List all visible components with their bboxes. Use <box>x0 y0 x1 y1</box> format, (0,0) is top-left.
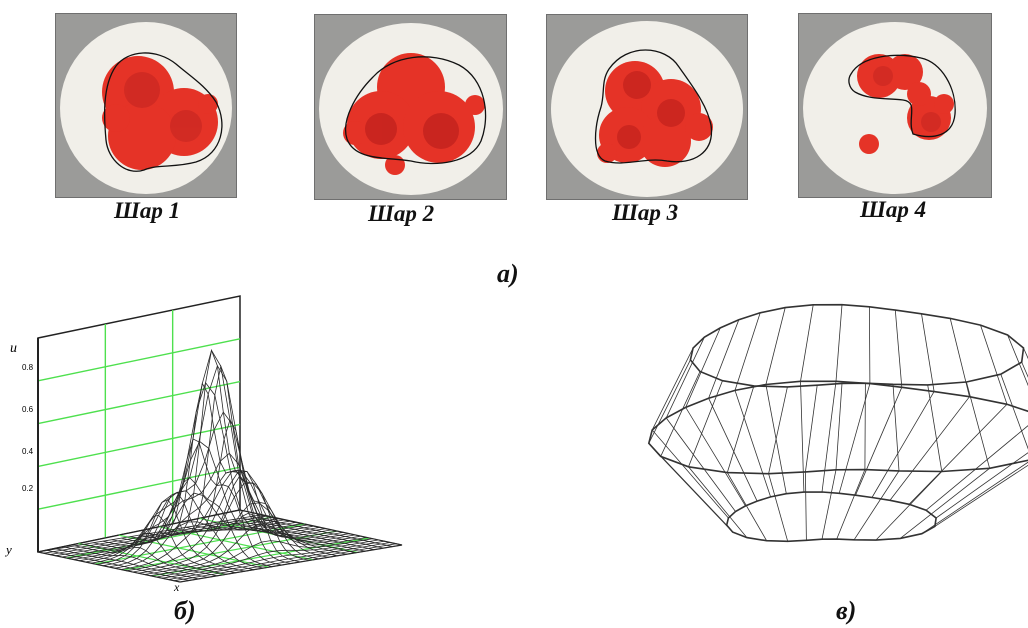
volume-generatrix <box>765 307 787 494</box>
layer-photo-3 <box>546 14 748 200</box>
volume-ring <box>647 380 1028 475</box>
volume-mesh <box>647 303 1028 543</box>
mesh-line-v <box>130 477 273 567</box>
layer-caption-2: Шар 2 <box>368 201 435 226</box>
mesh-line-v <box>176 418 319 560</box>
wall-grid-hline <box>37 380 241 425</box>
stain-image-3 <box>547 15 747 199</box>
layer-photo-2 <box>314 14 507 200</box>
mesh-line-v <box>102 499 245 572</box>
volume-generatrix <box>836 383 866 540</box>
volume-generatrix <box>821 304 843 493</box>
u-tick-3: 0.2 <box>22 484 34 493</box>
stain-image-1 <box>56 14 236 197</box>
volume-wireframe-3d <box>647 303 1028 543</box>
axis-y-label: y <box>4 542 12 557</box>
mesh-line-v <box>259 514 403 546</box>
mesh-line-v <box>37 551 181 583</box>
layer-caption-1: Шар 1 <box>114 198 181 223</box>
surface-mesh <box>37 348 403 583</box>
mesh-line-v <box>148 382 292 564</box>
layer-photo-4 <box>798 13 992 198</box>
layer-caption-4: Шар 4 <box>860 197 927 222</box>
volume-generatrix <box>889 318 970 501</box>
volume-generatrix <box>768 386 789 542</box>
mesh-line-v <box>195 512 338 557</box>
volume-generatrix <box>648 359 727 526</box>
volume-generatrix <box>660 371 733 533</box>
volume-generatrix <box>734 312 771 498</box>
stain-image-4 <box>799 14 991 197</box>
volume-generatrix <box>853 384 900 541</box>
mesh-line-v <box>213 522 356 554</box>
volume-generatrix <box>726 385 767 541</box>
mesh-line-v <box>241 517 384 549</box>
mesh-line-v <box>204 523 347 555</box>
wall-grid-hline <box>37 466 241 510</box>
volume-generatrix <box>838 306 871 494</box>
mesh-line-v <box>65 547 208 578</box>
panel-a-label: а) <box>497 259 519 288</box>
mesh-line-v <box>111 491 255 571</box>
volume-generatrix <box>665 337 736 512</box>
panel-v-label: в) <box>836 596 857 625</box>
surface-plot-3d: u 0.8 0.6 0.4 0.2 y x <box>4 295 403 594</box>
mesh-line-v <box>232 519 375 550</box>
volume-generatrix <box>821 383 843 540</box>
volume-generatrix <box>871 313 935 498</box>
panel-b-label: б) <box>174 596 196 625</box>
mesh-line-v <box>93 514 236 574</box>
back-wall-grid <box>37 295 241 553</box>
volume-generatrix <box>925 334 1028 511</box>
mesh-line-v <box>74 545 218 577</box>
mesh-line-v <box>47 550 190 581</box>
volume-generatrix <box>908 324 1008 505</box>
mesh-line-v <box>121 490 264 569</box>
volume-generatrix <box>651 347 729 519</box>
volume-generatrix <box>804 385 818 541</box>
volume-generatrix <box>685 327 746 507</box>
volume-generatrix <box>921 374 1028 535</box>
volume-generatrix <box>899 381 991 539</box>
stain-image-2 <box>315 15 506 199</box>
u-tick-1: 0.6 <box>22 405 34 414</box>
mesh-line-v <box>56 548 199 580</box>
axis-x-label: x <box>173 580 180 594</box>
volume-generatrix <box>855 310 903 496</box>
u-tick-2: 0.4 <box>22 447 34 456</box>
volume-generatrix <box>708 319 758 502</box>
axis-u-label: u <box>10 341 17 356</box>
wall-grid-hline <box>37 338 241 382</box>
mesh-line-v <box>139 438 282 566</box>
mesh-line-v <box>250 516 393 547</box>
volume-generatrix <box>800 304 814 493</box>
layer-caption-3: Шар 3 <box>612 200 679 225</box>
volume-generatrix <box>875 384 943 541</box>
wall-grid-hline <box>37 423 241 468</box>
volume-generatrix <box>688 380 748 538</box>
mesh-line-v <box>185 476 329 558</box>
layer-photo-1 <box>55 13 237 198</box>
volume-generatrix <box>935 347 1028 519</box>
volume-generatrix <box>934 361 1028 527</box>
u-tick-0: 0.8 <box>22 363 34 372</box>
mesh-line-v <box>222 520 366 552</box>
volume-ring <box>725 491 937 543</box>
